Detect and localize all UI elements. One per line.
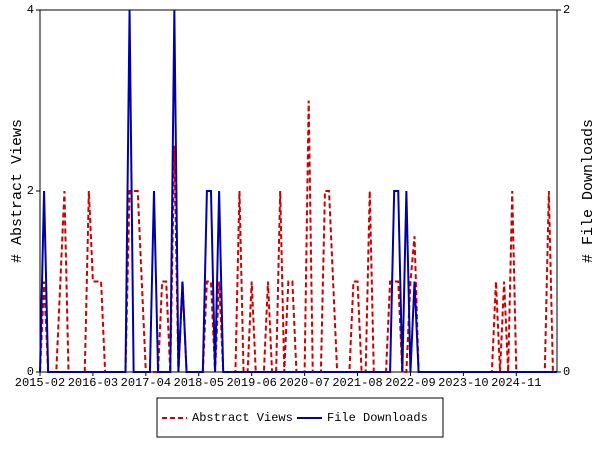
plot-frame bbox=[39, 9, 558, 373]
x-tick-label: 2022-09 bbox=[385, 376, 435, 390]
y2-tick-label: 0 bbox=[563, 365, 570, 379]
x-tick-label: 2016-03 bbox=[68, 376, 118, 390]
y2-tick-label: 2 bbox=[563, 3, 570, 17]
legend-label: File Downloads bbox=[327, 411, 428, 425]
y-axis-label: # Abstract Views bbox=[9, 119, 26, 263]
y2-axis-label: # File Downloads bbox=[580, 119, 597, 263]
x-tick-label: 2021-08 bbox=[332, 376, 382, 390]
x-tick-label: 2024-11 bbox=[491, 376, 541, 390]
x-tick-label: 2017-04 bbox=[121, 376, 171, 390]
x-tick-label: 2023-10 bbox=[438, 376, 488, 390]
y-tick-label: 0 bbox=[27, 365, 34, 379]
y-tick-label: 2 bbox=[27, 184, 34, 198]
y-tick-label: 4 bbox=[27, 3, 34, 17]
x-tick-label: 2019-06 bbox=[226, 376, 276, 390]
x-tick-label: 2018-05 bbox=[174, 376, 224, 390]
series-line bbox=[39, 9, 557, 373]
x-tick-label: 2015-02 bbox=[15, 376, 65, 390]
x-tick-label: 2020-07 bbox=[279, 376, 329, 390]
legend-label: Abstract Views bbox=[192, 411, 293, 425]
